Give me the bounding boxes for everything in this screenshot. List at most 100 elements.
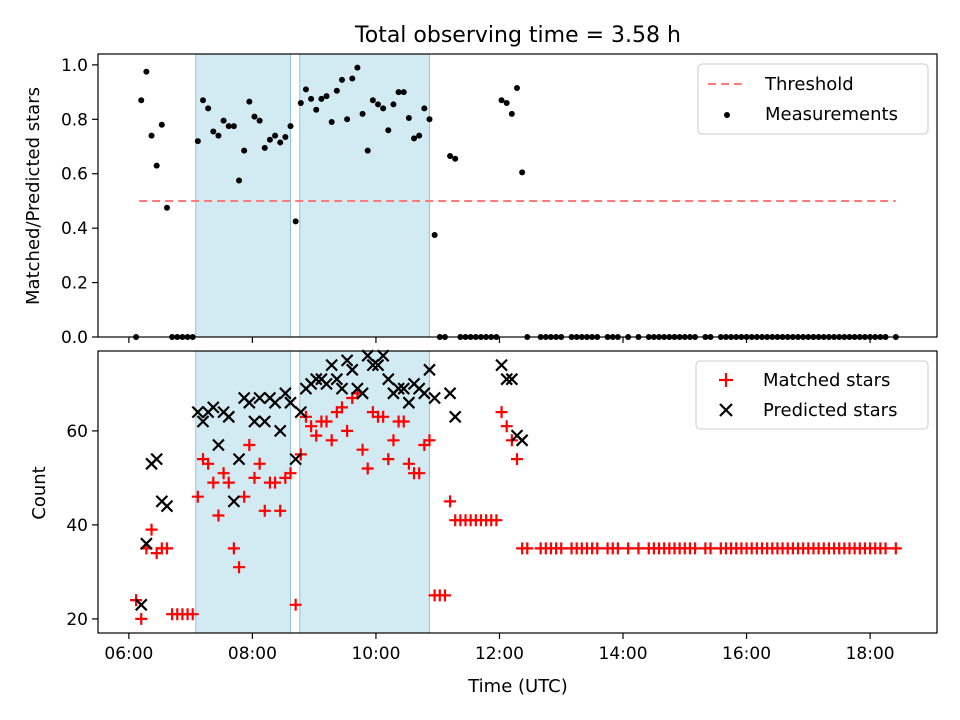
matched-star-point (521, 542, 534, 555)
x-tick-label: 08:00 (228, 644, 277, 664)
matched-star-point (632, 542, 645, 555)
bottom-legend: Matched stars Predicted stars (695, 360, 929, 430)
matched-star-point (397, 415, 410, 428)
predicted-star-point (371, 358, 385, 372)
matched-star-point (591, 542, 604, 555)
measurement-point (364, 147, 371, 154)
matched-star-point (555, 542, 568, 555)
good-interval-band (195, 53, 292, 338)
y-tick-label: 0.2 (61, 274, 88, 294)
legend-threshold-label: Threshold (764, 74, 854, 95)
matched-star-point (879, 542, 892, 555)
matched-star-point (402, 457, 415, 470)
matched-star-point (274, 504, 287, 517)
matched-star-point (423, 434, 436, 447)
legend-measurements-swatch (724, 112, 730, 118)
matched-star-point (191, 490, 204, 503)
predicted-star-point (309, 372, 323, 386)
predicted-star-point (340, 354, 354, 367)
good-interval-band (299, 350, 430, 634)
measurement-point (519, 169, 526, 176)
measurement-point (225, 123, 232, 130)
top-y-ticks: 0.0 0.2 0.4 0.6 0.8 1.0 (61, 56, 98, 348)
predicted-star-point (515, 434, 529, 447)
matched-star-point (335, 401, 348, 414)
measurement-point (143, 68, 150, 75)
predicted-star-point (325, 358, 338, 372)
predicted-star-point (279, 387, 292, 400)
matched-star-point (207, 476, 220, 489)
measurement-point (200, 97, 207, 104)
top-legend-box (697, 63, 929, 135)
measurement-point (344, 116, 351, 123)
measurement-point (380, 105, 387, 112)
predicted-star-point (418, 387, 431, 400)
legend-predicted-label: Predicted stars (763, 400, 897, 421)
matched-star-point (495, 406, 508, 419)
measurement-point (359, 110, 366, 117)
measurement-point (318, 95, 325, 102)
measurement-point (411, 135, 418, 142)
measurement-point (148, 132, 155, 139)
matched-star-point (510, 453, 523, 466)
measurement-point (261, 144, 268, 151)
x-tick-label: 12:00 (475, 644, 524, 664)
y-tick-label: 0.8 (61, 110, 88, 130)
measurement-point (452, 155, 459, 162)
predicted-star-point (330, 372, 344, 386)
matched-star-point (438, 589, 451, 602)
predicted-star-point (500, 372, 513, 386)
bottom-legend-box (695, 360, 929, 430)
predicted-star-point (150, 452, 163, 466)
matched-star-point (227, 542, 240, 555)
x-tick-label: 18:00 (846, 644, 895, 664)
legend-matched-swatch (719, 373, 733, 387)
measurement-point (395, 89, 402, 96)
matched-star-point (186, 608, 199, 621)
predicted-star-point (294, 405, 308, 419)
measurement-point (241, 147, 248, 154)
measurement-point (220, 117, 227, 124)
matched-star-point (622, 542, 635, 555)
matched-star-point (704, 542, 717, 555)
measurement-point (302, 86, 309, 93)
bottom-panel: 20 40 60 06:00 08:00 10:00 12:00 14:00 16:00 18:… (29, 349, 938, 697)
legend-measurements-label: Measurements (765, 104, 898, 125)
y-tick-label: 0.6 (61, 165, 88, 185)
measurement-point (287, 123, 294, 130)
measurement-point (313, 106, 320, 113)
matched-star-point (413, 467, 426, 480)
matched-star-point (377, 410, 390, 423)
measurement-point (447, 153, 454, 160)
measurement-point (138, 97, 145, 104)
matched-star-point (160, 542, 173, 555)
measurement-point (385, 127, 392, 134)
matched-star-point (233, 561, 246, 574)
predicted-star-point (366, 358, 380, 372)
predicted-stars-points (134, 349, 529, 612)
measurement-point (282, 133, 289, 140)
x-tick-label: 14:00 (599, 644, 648, 664)
predicted-star-point (361, 349, 374, 362)
predicted-star-point (397, 382, 411, 395)
matched-star-point (222, 476, 235, 489)
matched-stars-points (130, 387, 902, 625)
predicted-star-point (289, 452, 302, 466)
matched-star-point (341, 424, 354, 437)
measurement-point (277, 139, 284, 146)
measurement-point (369, 97, 376, 104)
measurement-point (503, 99, 510, 106)
measurement-point (323, 93, 330, 100)
predicted-star-point (160, 499, 174, 513)
predicted-star-point (268, 396, 282, 409)
predicted-star-point (356, 387, 369, 400)
predicted-star-point (448, 410, 462, 424)
predicted-star-point (222, 410, 236, 424)
matched-star-point (500, 420, 513, 433)
measurement-point (513, 85, 520, 92)
matched-star-point (490, 514, 503, 527)
y-tick-label: 60 (66, 422, 88, 442)
measurement-point (405, 114, 412, 121)
measurement-point (421, 105, 428, 112)
